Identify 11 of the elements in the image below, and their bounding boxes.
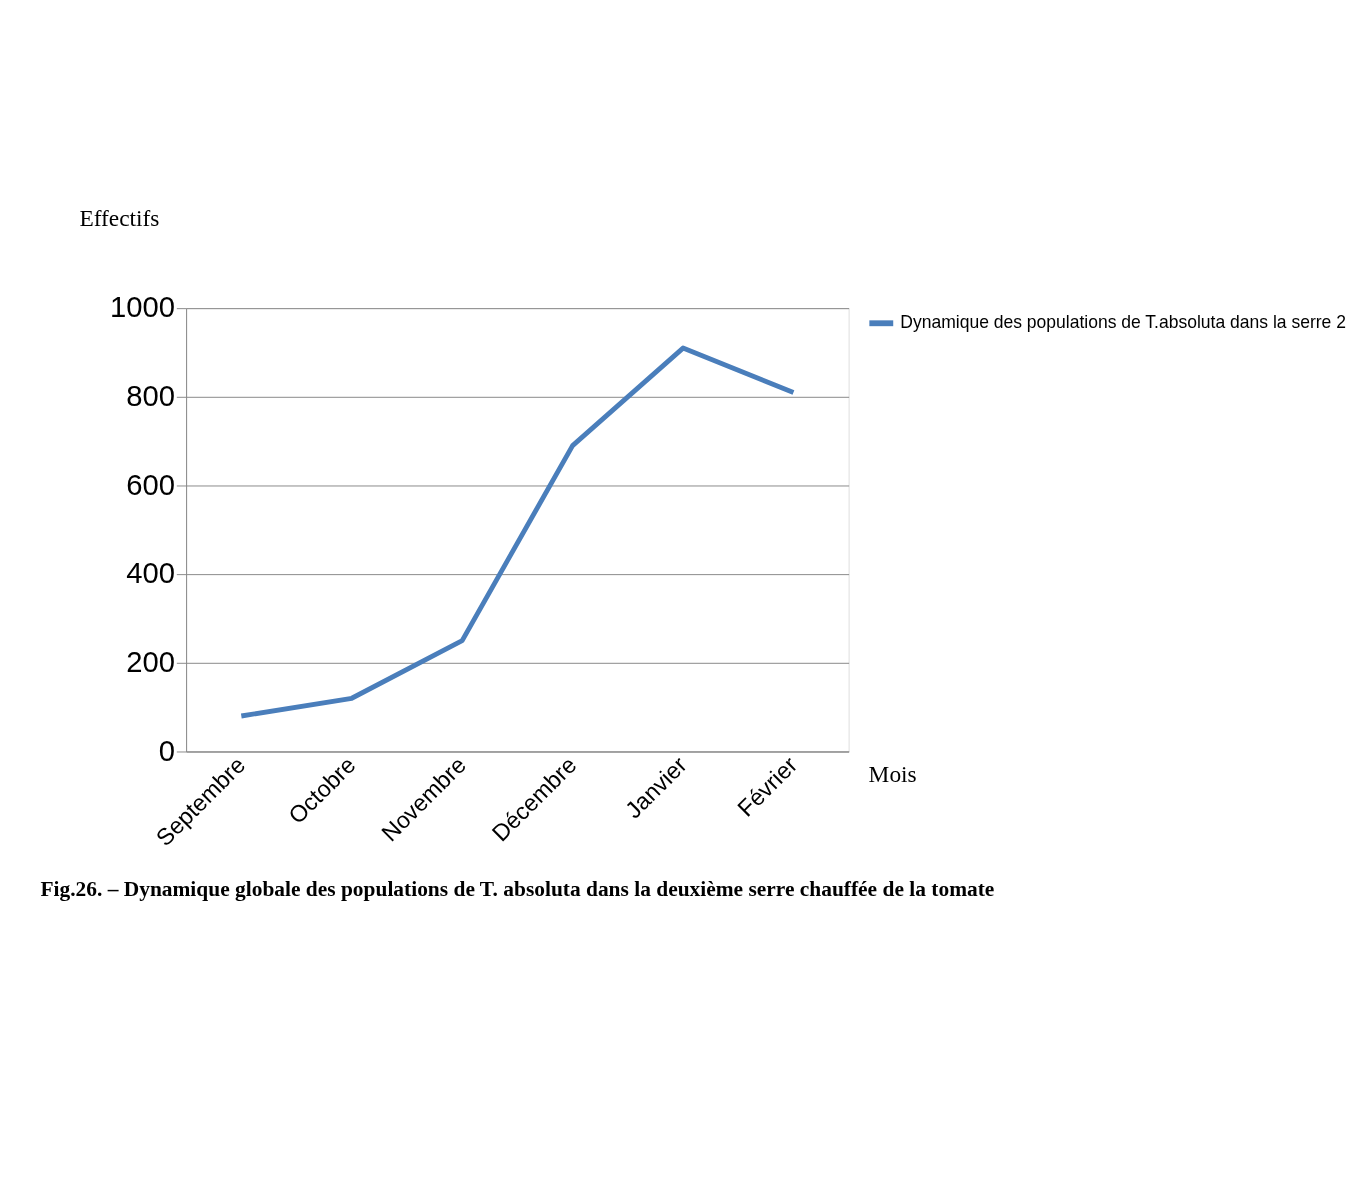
y-axis-title: Effectifs (79, 204, 160, 231)
line-series (238, 345, 796, 719)
y-tick-label: 800 (126, 380, 175, 413)
y-tick-label: 400 (126, 557, 175, 590)
caption: Fig.26. – Dynamique globale des populations de T. absoluta dans la deuxième serre chauffée de la tomate (40, 877, 995, 902)
y-tick-label: 200 (126, 646, 175, 679)
legend-label: Dynamique des populations de T.absoluta dans la serre 2 (900, 312, 1346, 333)
y-tick-label: 0 (158, 734, 175, 767)
x-axis-title: Mois (868, 761, 917, 788)
y-tick-label: 1000 (109, 291, 175, 324)
y-tick-label: 600 (126, 468, 175, 501)
